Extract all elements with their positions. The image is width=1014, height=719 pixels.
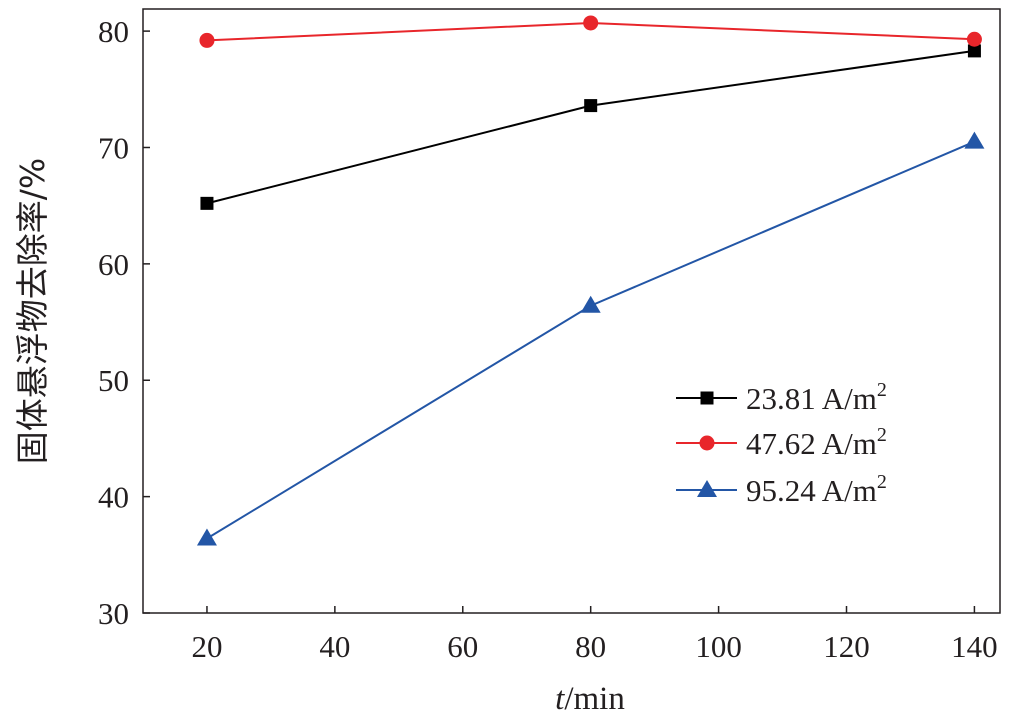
square-marker [584,99,598,113]
x-tick-label: 120 [823,629,870,664]
series-3 [196,131,985,546]
y-tick-label: 70 [98,130,129,165]
circle-marker [966,31,982,47]
circle-marker [583,15,599,31]
x-tick-label: 140 [951,629,998,664]
circle-marker [199,32,215,48]
square-marker [200,196,214,210]
plot-frame [142,8,1001,614]
square-marker [967,44,981,58]
x-tick-label: 80 [575,629,606,664]
series-1 [200,44,981,210]
y-axis-label: 固体悬浮物去除率/% [13,158,52,464]
y-tick-label: 80 [98,14,129,49]
y-tick-label: 40 [98,480,129,515]
x-tick-label: 20 [191,629,222,664]
series-2 [199,15,982,48]
legend-label: 47.62 A/m2 [746,424,887,461]
square-marker [700,391,714,405]
x-tick-label: 40 [319,629,350,664]
legend-item: 23.81 A/m2 [676,379,887,416]
legend-label: 95.24 A/m2 [746,471,887,508]
x-axis-label-unit: /min [564,681,625,717]
legend-item: 95.24 A/m2 [676,471,887,508]
triangle-marker [196,528,217,546]
x-tick-label: 60 [447,629,478,664]
triangle-marker [580,295,601,313]
legend-label: 23.81 A/m2 [746,379,887,416]
triangle-marker [697,480,717,497]
x-axis-label: t/min [555,681,625,717]
legend-item: 47.62 A/m2 [676,424,887,461]
x-axis-label-variable: t [555,681,565,717]
triangle-marker [964,131,985,149]
y-tick-label: 60 [98,247,129,282]
circle-marker [699,435,715,451]
y-tick-label: 50 [98,363,129,398]
y-tick-label: 30 [98,596,129,631]
x-tick-label: 100 [695,629,742,664]
series-line [206,49,975,205]
